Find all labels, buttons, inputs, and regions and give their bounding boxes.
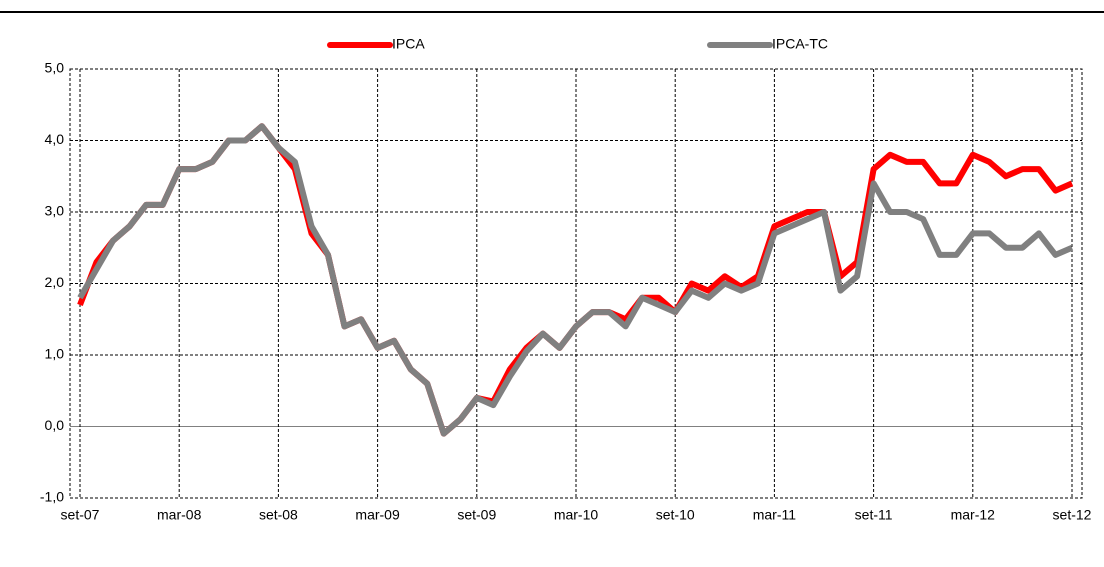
x-tick-label: mar-10 [554, 507, 599, 523]
series-line [77, 123, 1074, 437]
legend-label: IPCA-TC [772, 36, 828, 52]
y-tick-label: 1,0 [45, 346, 65, 362]
x-tick-label: set-12 [1053, 507, 1092, 523]
x-tick-label: set-11 [855, 507, 893, 523]
x-tick-label: set-09 [457, 507, 496, 523]
y-tick-label: 4,0 [45, 131, 65, 147]
y-tick-label: -1,0 [40, 489, 64, 505]
y-tick-label: 5,0 [45, 60, 65, 76]
y-tick-label: 0,0 [45, 417, 65, 433]
x-tick-label: mar-08 [157, 507, 202, 523]
legend-label: IPCA [392, 36, 425, 52]
y-tick-label: 3,0 [45, 203, 65, 219]
y-tick-label: 2,0 [45, 274, 65, 290]
x-tick-label: set-08 [259, 507, 298, 523]
x-tick-label: mar-11 [753, 507, 797, 523]
x-tick-label: set-07 [61, 507, 100, 523]
x-tick-label: mar-12 [951, 507, 996, 523]
x-tick-label: mar-09 [355, 507, 400, 523]
x-tick-label: set-10 [656, 507, 695, 523]
